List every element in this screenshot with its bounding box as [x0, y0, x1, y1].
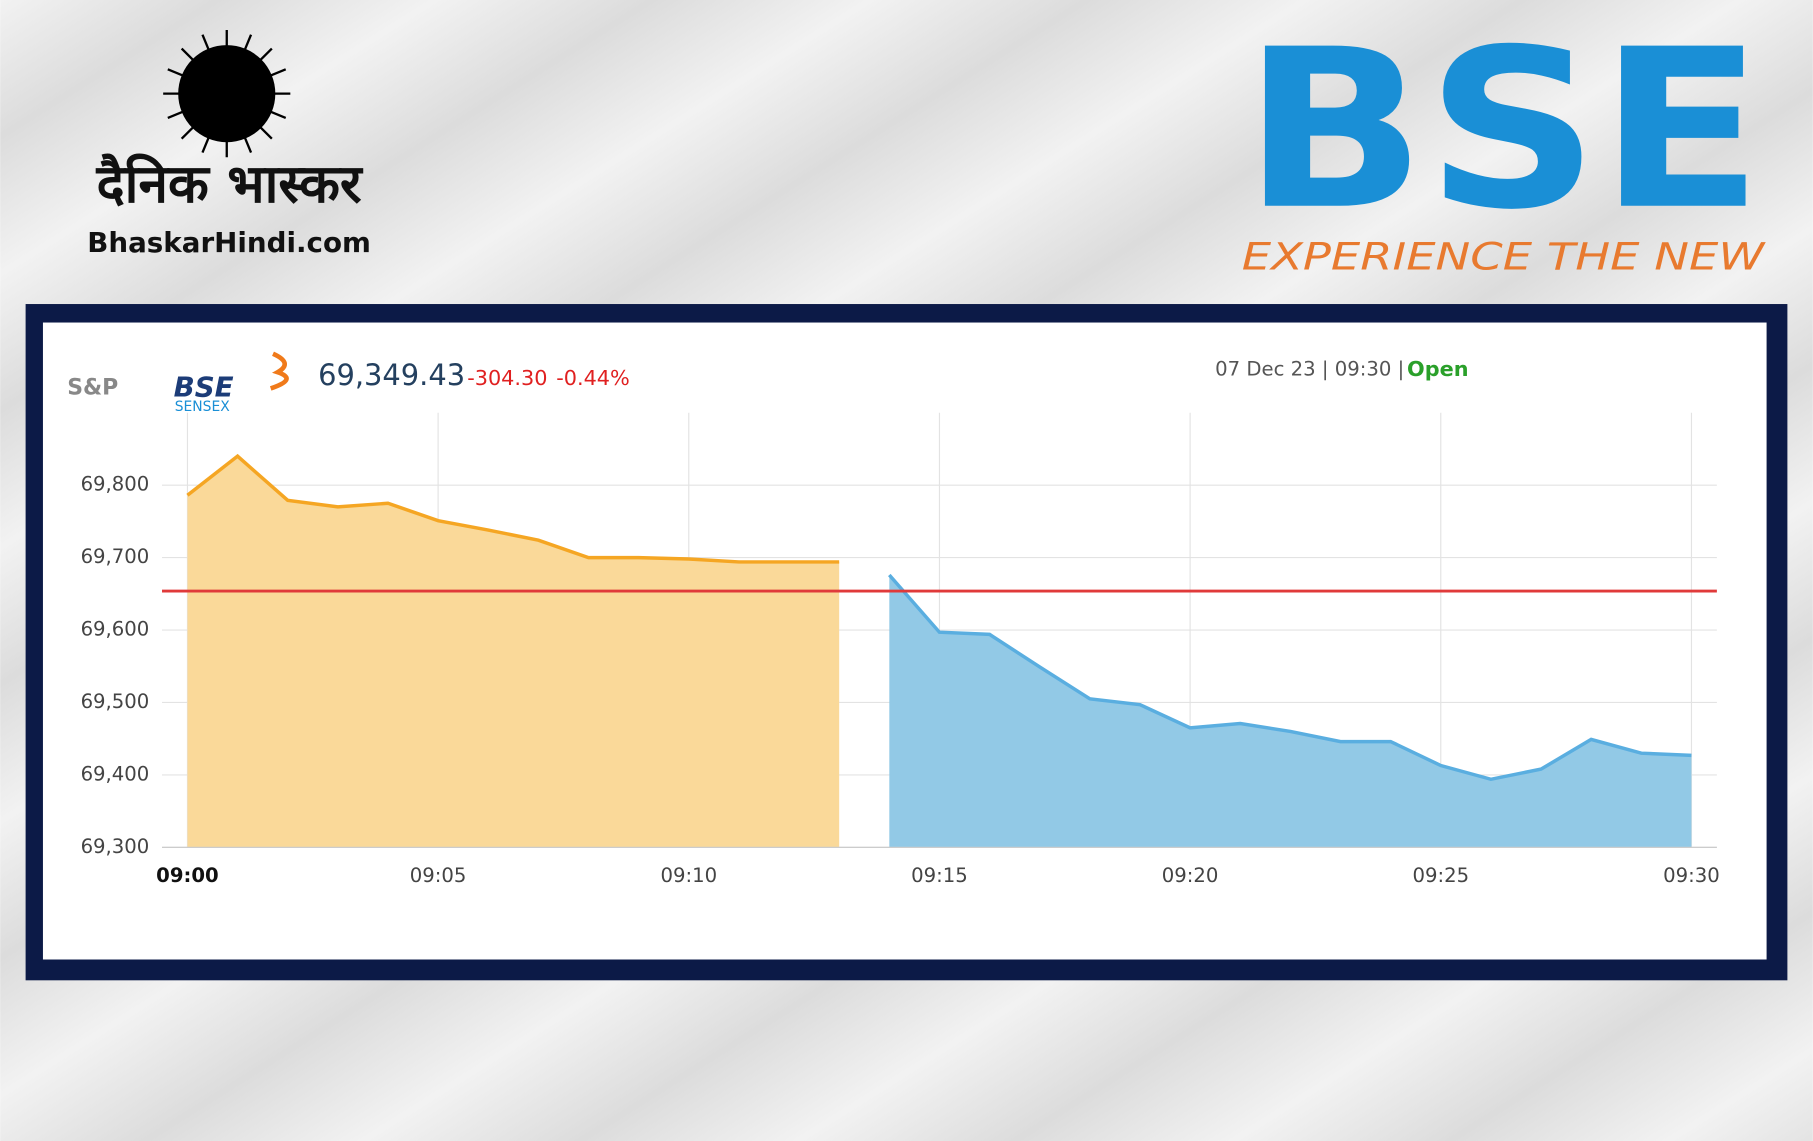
- y-tick-label: 69,700: [81, 545, 150, 568]
- line: [888, 573, 1692, 782]
- index-change: -304.30: [467, 366, 547, 390]
- x-tick-label: 09:25: [1412, 864, 1469, 887]
- y-tick-label: 69,600: [81, 618, 150, 641]
- y-tick-label: 69,500: [81, 690, 150, 713]
- timestamp: 07 Dec 23 | 09:30 |: [1215, 357, 1404, 380]
- publisher-hindi: दैनिक भास्कर: [95, 153, 363, 215]
- tagline: EXPERIENCE THE NEW: [1242, 235, 1766, 278]
- line: [186, 453, 840, 564]
- index-header: S&P BSE SENSEX 69,349.43 -304.30 -0.44% …: [67, 351, 1469, 415]
- area: [187, 456, 840, 848]
- x-tick-label: 09:05: [410, 864, 467, 887]
- x-tick-label: 09:20: [1162, 864, 1219, 887]
- index-exchange: BSE: [174, 370, 234, 403]
- y-tick-label: 69,400: [81, 762, 150, 785]
- y-tick-label: 69,800: [81, 473, 150, 496]
- y-tick-label: 69,300: [81, 835, 150, 858]
- x-tick-label: 09:30: [1663, 864, 1720, 887]
- publisher-site: BhaskarHindi.com: [87, 226, 371, 259]
- x-tick-label: 09:15: [911, 864, 968, 887]
- x-tick-label: 09:00: [156, 864, 219, 887]
- bse-logo: BSE EXPERIENCE THE NEW: [1242, 2, 1766, 279]
- index-logo-mark: [269, 351, 289, 391]
- index-brand: S&P: [67, 375, 118, 400]
- index-last: 69,349.43: [318, 358, 465, 392]
- index-name: SENSEX: [175, 399, 230, 415]
- exchange-logo: BSE: [1243, 2, 1763, 258]
- bhaskar-logo: दैनिक भास्कर BhaskarHindi.com: [87, 30, 371, 259]
- plot: 69,300 69,400 69,500 69,600 69,700 69,800 09:0…: [81, 412, 1720, 887]
- index-change-pct: -0.44%: [556, 366, 630, 390]
- x-tick-label: 09:10: [660, 864, 717, 887]
- market-status: Open: [1407, 357, 1468, 381]
